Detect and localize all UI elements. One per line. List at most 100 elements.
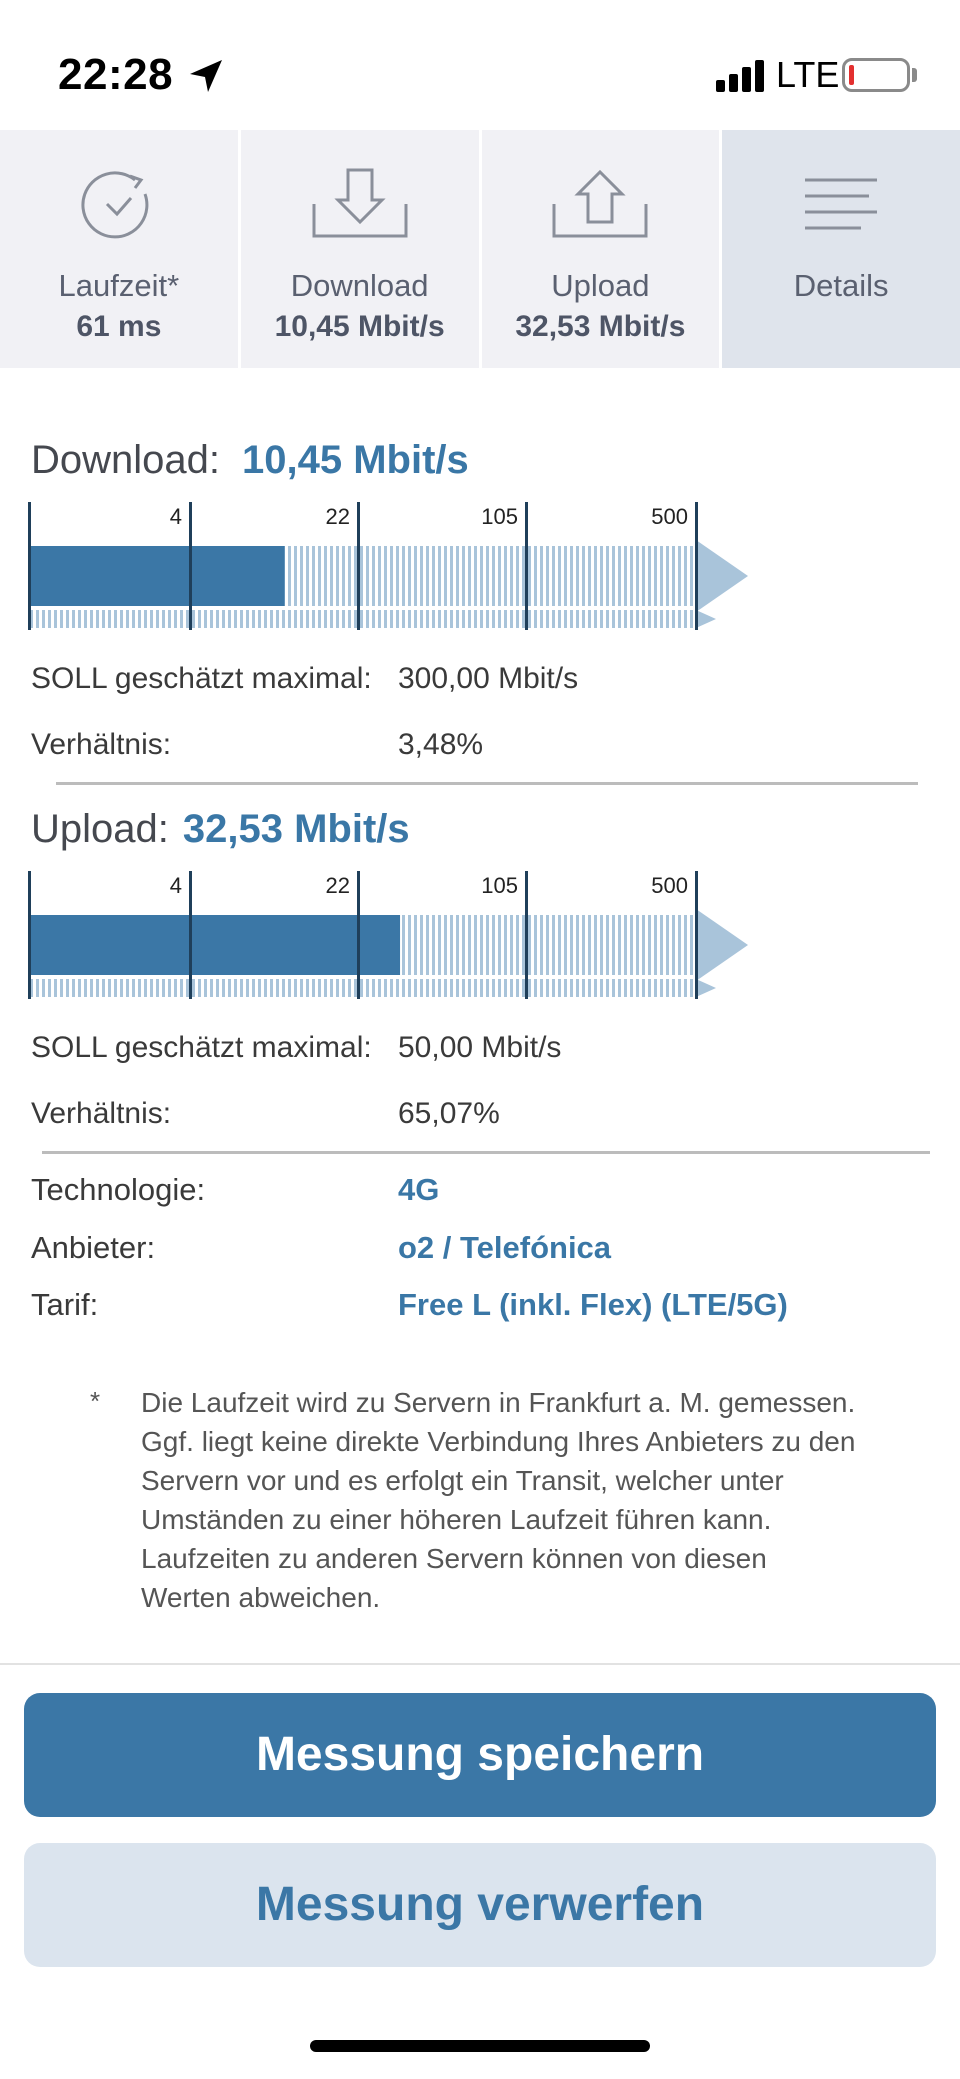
gauge-hatch	[618, 915, 621, 975]
gauge-hatch	[72, 979, 75, 997]
gauge-hatch	[528, 546, 531, 606]
footnote-text: Die Laufzeit wird zu Servern in Frankfur…	[141, 1387, 856, 1613]
gauge-hatch	[510, 915, 513, 975]
gauge-hatch	[198, 610, 201, 628]
gauge-hatch	[426, 610, 429, 628]
gauge-hatch	[624, 979, 627, 997]
gauge-hatch	[444, 610, 447, 628]
gauge-hatch	[582, 610, 585, 628]
gauge-hatch	[450, 546, 453, 606]
tab-download[interactable]: Download 10,45 Mbit/s	[240, 130, 482, 368]
gauge-hatch	[582, 546, 585, 606]
gauge-hatch	[546, 610, 549, 628]
gauge-hatch	[282, 979, 285, 997]
gauge-hatch	[372, 979, 375, 997]
gauge-hatch	[72, 610, 75, 628]
gauge-hatch	[150, 979, 153, 997]
tab-upload[interactable]: Upload 32,53 Mbit/s	[481, 130, 723, 368]
gauge-hatch	[600, 979, 603, 997]
status-time: 22:28	[58, 50, 174, 99]
gauge-arrow	[696, 540, 748, 612]
gauge-hatch	[270, 979, 273, 997]
gauge-hatch	[222, 979, 225, 997]
gauge-hatch	[204, 979, 207, 997]
gauge-hatch	[336, 979, 339, 997]
battery-icon	[842, 58, 910, 92]
gauge-hatch	[480, 546, 483, 606]
gauge-hatch	[318, 610, 321, 628]
gauge-hatch	[54, 610, 57, 628]
gauge-hatch	[36, 610, 39, 628]
gauge-hatch	[354, 610, 357, 628]
download-tray-icon	[312, 168, 408, 238]
gauge-hatch	[384, 979, 387, 997]
gauge-hatch	[108, 979, 111, 997]
tab-details[interactable]: Details	[722, 130, 960, 368]
discard-measurement-button[interactable]: Messung verwerfen	[24, 1843, 936, 1967]
gauge-hatch	[342, 610, 345, 628]
gauge-hatch	[642, 915, 645, 975]
gauge-hatch	[552, 610, 555, 628]
gauge-hatch	[312, 546, 315, 606]
gauge-hatch	[144, 610, 147, 628]
gauge-hatch	[612, 610, 615, 628]
gauge-hatch	[300, 610, 303, 628]
tab-latency[interactable]: Laufzeit* 61 ms	[0, 130, 241, 368]
gauge-hatch	[288, 979, 291, 997]
gauge-hatch	[132, 979, 135, 997]
gauge-hatch	[342, 546, 345, 606]
gauge-hatch	[300, 546, 303, 606]
gauge-hatch	[486, 979, 489, 997]
gauge-hatch	[612, 915, 615, 975]
gauge-tick-label: 22	[326, 873, 350, 898]
gauge-hatch	[588, 979, 591, 997]
gauge-hatch	[126, 610, 129, 628]
technology-value: 4G	[398, 1172, 440, 1207]
gauge-hatch	[654, 546, 657, 606]
download-title: Download:	[31, 438, 221, 482]
gauge-hatch	[474, 915, 477, 975]
gauge-hatch	[516, 610, 519, 628]
tab-latency-value: 61 ms	[76, 310, 162, 343]
gauge-hatch	[174, 610, 177, 628]
gauge-hatch	[498, 610, 501, 628]
gauge-fill-bar	[28, 546, 285, 606]
gauge-hatch	[516, 915, 519, 975]
gauge-hatch	[684, 979, 687, 997]
gauge-hatch	[606, 979, 609, 997]
gauge-hatch	[162, 610, 165, 628]
gauge-hatch	[444, 546, 447, 606]
gauge-hatch	[408, 979, 411, 997]
save-measurement-button[interactable]: Messung speichern	[24, 1693, 936, 1817]
gauge-hatch	[408, 915, 411, 975]
gauge-hatch	[588, 915, 591, 975]
gauge-hatch	[618, 610, 621, 628]
gauge-hatch	[660, 610, 663, 628]
gauge-hatch	[624, 546, 627, 606]
download-gauge: 4 22 105 500	[28, 502, 748, 630]
gauge-hatch	[384, 610, 387, 628]
gauge-hatch	[486, 915, 489, 975]
gauge-hatch	[570, 546, 573, 606]
gauge-hatch	[666, 915, 669, 975]
gauge-tick	[189, 502, 192, 630]
gauge-hatch	[534, 979, 537, 997]
gauge-hatch	[462, 915, 465, 975]
gauge-hatch	[666, 979, 669, 997]
gauge-tick-label: 4	[170, 873, 182, 898]
gauge-hatch	[162, 979, 165, 997]
gauge-arrow	[696, 909, 748, 981]
gauge-hatch	[504, 546, 507, 606]
gauge-hatch	[510, 979, 513, 997]
gauge-hatch	[474, 979, 477, 997]
gauge-hatch	[510, 610, 513, 628]
gauge-hatch	[648, 979, 651, 997]
gauge-hatch	[354, 546, 357, 606]
gauge-hatch	[672, 610, 675, 628]
gauge-hatch	[522, 610, 525, 628]
gauge-hatch	[366, 546, 369, 606]
gauge-hatch	[336, 610, 339, 628]
gauge-hatch	[528, 979, 531, 997]
gauge-hatch	[312, 979, 315, 997]
gauge-hatch	[300, 979, 303, 997]
